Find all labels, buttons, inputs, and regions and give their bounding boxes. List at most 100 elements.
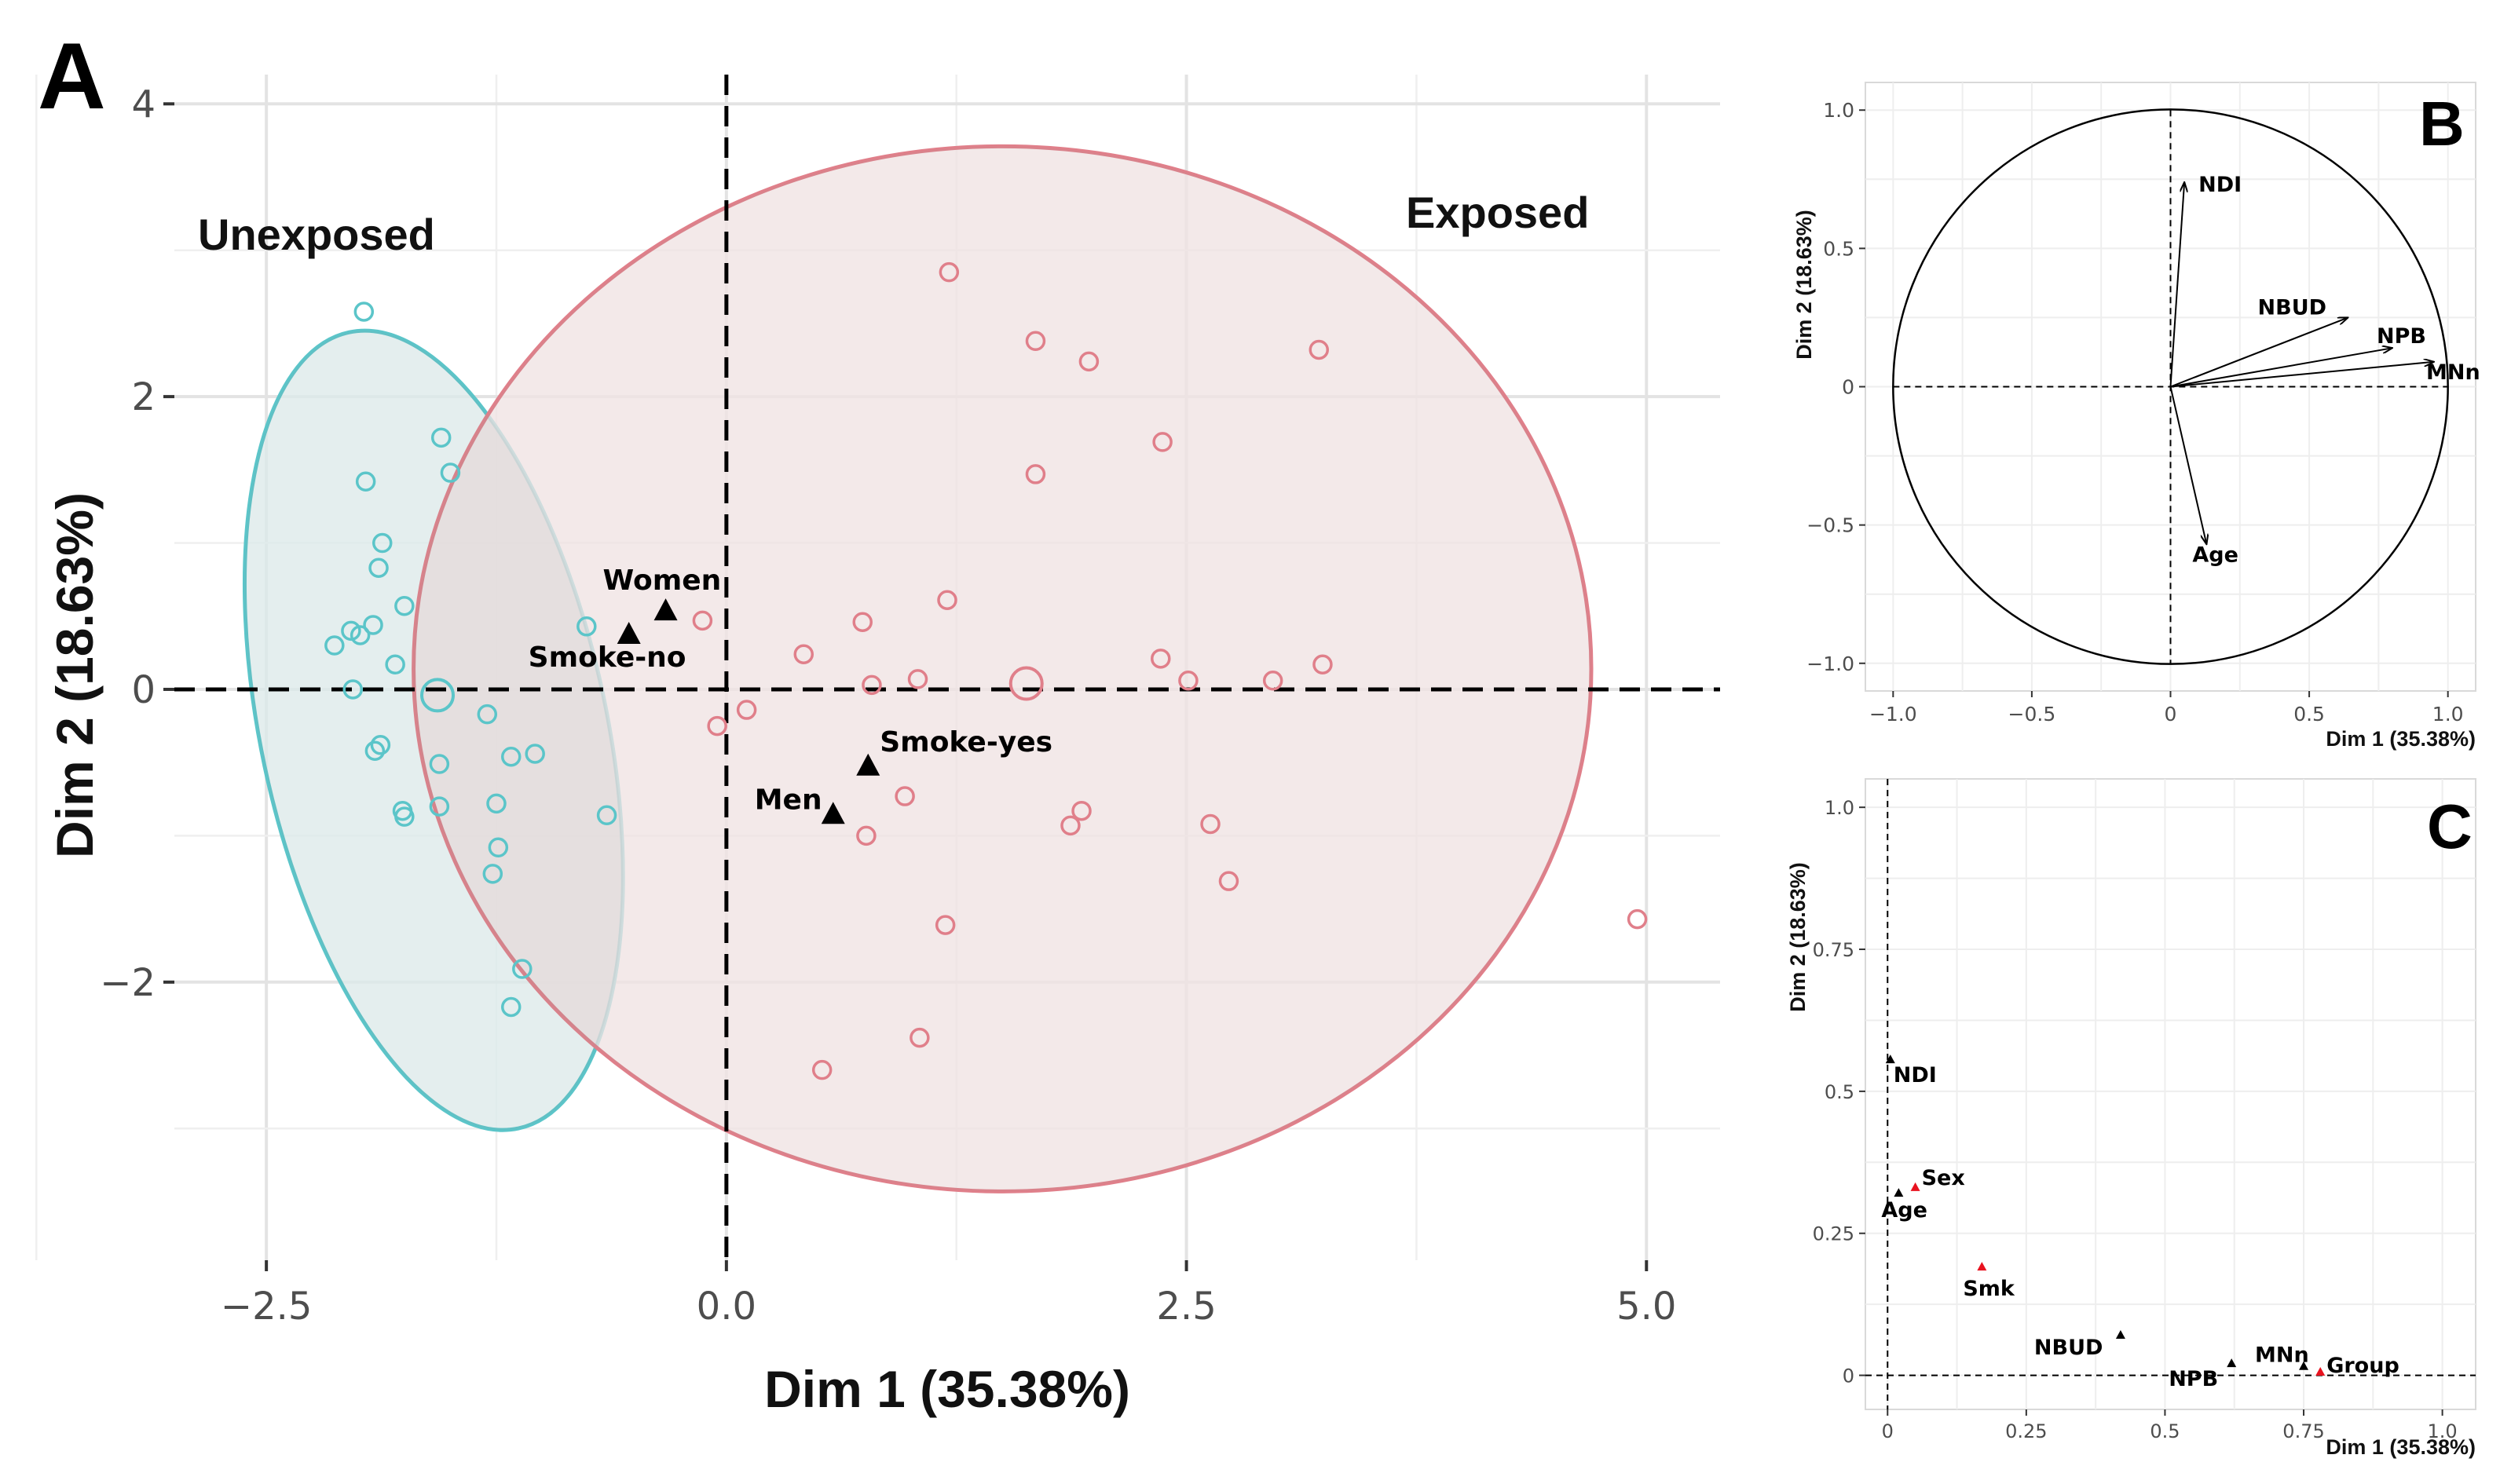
variable-label: Sex [1922,1166,1965,1190]
data-point [429,754,450,774]
loading-vector [2170,348,2393,388]
points-unexposed [324,302,617,1018]
variable-marker [1894,1188,1904,1197]
variable-label: NDI [1894,1063,1937,1087]
y-axis-title: Dim 2 (18.63%) [1792,210,1816,360]
x-tick-label: 0 [2165,703,2177,726]
y-tick-label: −2 [100,961,156,1005]
data-point [862,674,882,696]
supplementary-marker [856,753,880,776]
data-point [852,612,873,632]
y-tick-label: 2 [131,375,156,419]
y-tick-label: 0 [131,668,156,712]
loading-vector [2169,182,2185,387]
x-tick-label: 5.0 [1616,1285,1676,1329]
data-point [577,616,597,637]
panel-letter-a: A [38,24,106,129]
data-point [341,620,361,641]
group-label-unexposed: Unexposed [198,210,435,259]
data-point [811,1059,833,1080]
vector-label: MNn [2426,360,2480,385]
data-point [486,793,507,814]
data-point [1151,649,1171,669]
y-tick-label: 0 [1842,376,1854,399]
variable-marker [2115,1329,2125,1339]
data-point [477,704,498,725]
data-point [385,654,405,675]
x-tick-label: 1.0 [2428,1420,2458,1442]
x-tick-label: 0.75 [2282,1420,2324,1442]
data-point [429,796,450,817]
points-exposed [692,261,1648,1080]
data-point [939,261,960,283]
panel-a: Women Smoke-no Smoke-yes Men Unexposed Expose… [35,24,1720,1418]
y-tick-label: 0.5 [1823,237,1854,260]
data-point [482,864,503,884]
x-axis-title: Dim 1 (35.38%) [2326,1435,2476,1459]
data-point [1262,671,1283,691]
variable-label: Age [1881,1198,1927,1223]
data-point [1312,654,1333,675]
loading-vector [2170,317,2348,388]
vector-label: NDI [2198,173,2242,197]
data-point [793,644,814,664]
data-point [350,625,371,645]
y-tick-label: −1.0 [1806,652,1854,675]
data-point [937,590,957,610]
x-axis-title: Dim 1 (35.38%) [764,1360,1130,1418]
data-point [910,1027,930,1048]
x-tick-label: 0.0 [697,1285,756,1329]
variable-label: NBUD [2034,1336,2103,1360]
data-point [1627,908,1648,930]
variable-label: NPB [2169,1367,2218,1391]
data-point [1218,871,1239,891]
variable-marker [2299,1361,2309,1370]
x-tick-label: 0.5 [2293,703,2325,726]
data-point [935,915,956,935]
data-point [394,806,415,827]
supplementary-label: Men [755,784,822,816]
data-point [363,615,383,635]
data-point [353,302,375,322]
group-label-exposed: Exposed [1406,188,1589,237]
data-point [512,959,533,979]
data-point [500,996,522,1018]
data-point [324,635,345,656]
x-tick-label: 0.25 [2005,1420,2047,1442]
data-point [1025,464,1046,484]
data-point [430,427,452,448]
loading-vector [2169,386,2207,545]
data-point [1309,339,1330,360]
data-point [394,595,415,616]
x-tick-label: 2.5 [1156,1285,1216,1329]
data-point [895,786,915,806]
data-point [907,669,928,689]
supplementary-marker [653,598,678,621]
data-point [500,746,522,767]
x-tick-label: 0.5 [2150,1420,2180,1442]
variable-marker [1910,1182,1920,1191]
variable-marker [2315,1366,2326,1376]
vector-label: Age [2192,543,2238,567]
variable-label: Group [2326,1354,2399,1378]
confidence-ellipse-exposed [412,144,1594,1193]
data-point [488,837,509,858]
y-tick-label: 0 [1843,1365,1854,1387]
data-point [342,679,364,700]
ellipse-shade-exposed [413,146,1591,1192]
data-point [596,805,617,826]
y-tick-label: 4 [131,82,156,126]
variable-marker [1977,1262,1987,1271]
x-axis-title: Dim 1 (35.38%) [2326,727,2476,751]
y-axis-title: Dim 2 (18.63%) [46,492,104,858]
panel-letter-c: C [2427,791,2473,861]
panel-c: NDI Sex Age Smk NBUD NPB MNn Group 0 0.25 0.5 0.75 1… [1786,778,2476,1459]
supplementary-marker [821,802,845,824]
supplementary-label: Women [603,565,722,597]
data-point [368,557,389,578]
data-point [370,735,391,755]
data-point [1152,432,1173,452]
data-point [856,825,877,846]
